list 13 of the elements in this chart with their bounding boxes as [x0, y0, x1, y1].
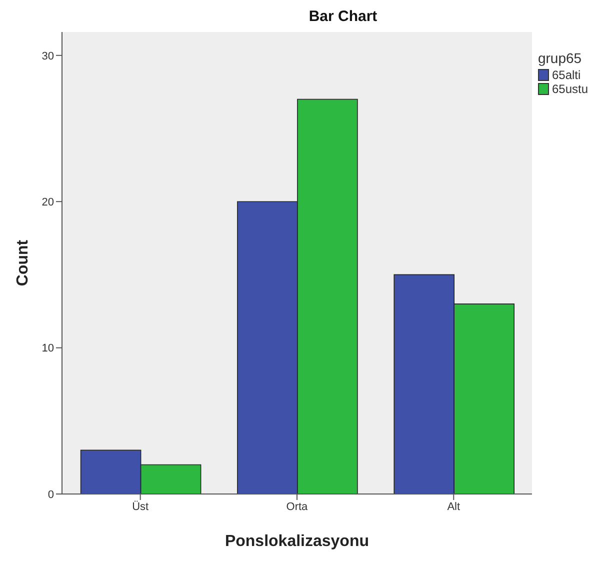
legend-label: 65ustu — [552, 82, 588, 96]
y-tick-label: 10 — [42, 342, 54, 355]
x-tick-label: Üst — [132, 500, 149, 513]
y-axis-title: Count — [14, 239, 32, 286]
legend-label: 65alti — [552, 68, 581, 82]
y-tick-label: 0 — [48, 488, 54, 501]
x-axis-title: Ponslokalizasyonu — [224, 533, 370, 550]
x-tick-label: Alt — [447, 500, 460, 513]
chart-title: Bar Chart — [308, 8, 378, 27]
y-tick-label: 20 — [42, 196, 54, 208]
x-tick-label: Orta — [286, 500, 309, 513]
legend-title: grup65 — [538, 50, 583, 66]
y-tick-label: 30 — [42, 50, 54, 62]
